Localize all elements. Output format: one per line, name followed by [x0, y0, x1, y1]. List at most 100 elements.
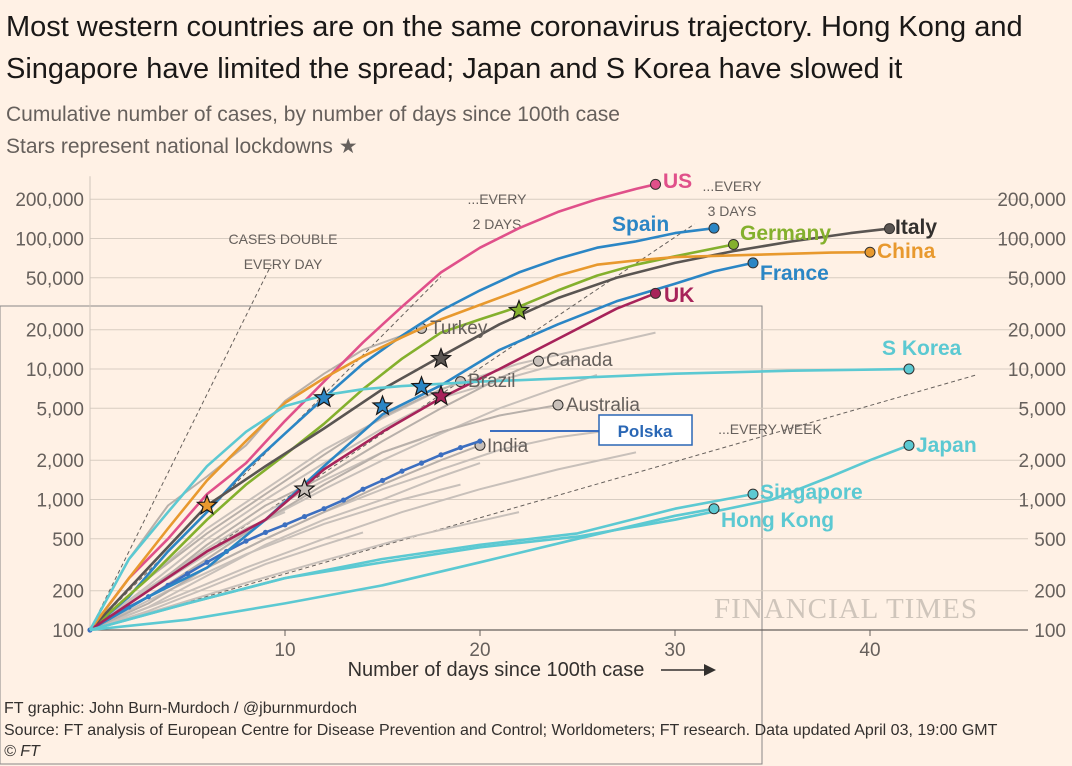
polska-point: [301, 513, 308, 520]
x-tick-label: 10: [274, 640, 295, 661]
series-line-spain: [89, 226, 715, 631]
lockdown-star: [312, 386, 336, 408]
series-end-point: [708, 222, 720, 234]
polska-point: [340, 497, 347, 503]
series-line-germany: [89, 243, 734, 631]
x-axis-label: Number of days since 100th case: [348, 659, 645, 681]
polska-point: [282, 522, 288, 528]
y-tick-label-left: 10,000: [26, 360, 84, 381]
y-tick-label-right: 200: [1034, 582, 1066, 603]
series-label-turkey: Turkey: [430, 318, 488, 339]
polska-point: [418, 460, 425, 466]
y-tick-label-left: 100,000: [15, 230, 84, 251]
star-icon: ★: [338, 135, 358, 158]
series-label-us: US: [663, 170, 692, 193]
y-tick-label-right: 100: [1034, 621, 1066, 642]
lockdown-star: [293, 477, 316, 499]
series-label-singapore: Singapore: [760, 481, 863, 504]
series-line-s-korea: [88, 367, 910, 631]
footer-source: Source: FT analysis of European Centre f…: [4, 722, 998, 739]
lockdown-star: [429, 347, 453, 369]
x-tick-label: 40: [859, 640, 880, 661]
series-label-italy: Italy: [895, 216, 937, 239]
series-label-australia: Australia: [566, 395, 640, 416]
series-end-point: [533, 355, 544, 367]
y-tick-label-left: 5,000: [36, 399, 84, 420]
background-country-line: [89, 425, 637, 631]
series-line-italy: [89, 227, 890, 631]
y-tick-label-left: 1,000: [36, 491, 84, 512]
series-label-japan: Japan: [916, 434, 977, 457]
polska-point: [321, 506, 327, 512]
chart-title: Most western countries are on the same c…: [6, 11, 1023, 85]
polska-label-box: [598, 414, 693, 446]
polska-label: Polska: [618, 422, 673, 441]
series-line-us: [88, 183, 656, 631]
lockdown-star: [507, 298, 531, 321]
lockdown-stars: [195, 298, 531, 515]
series-end-point: [552, 399, 564, 411]
background-country-line: [89, 511, 520, 631]
series-line-india: [89, 444, 481, 631]
series-lines: [87, 178, 915, 633]
axis-ticks: 100 100 200 200 500 500 1,000 1,000 2,000 2,000 5,…: [15, 190, 1066, 661]
y-tick-label-right: 100,000: [997, 230, 1066, 251]
doubling-guide-label: 2 DAYS: [473, 216, 522, 232]
y-tick-label-right: 20,000: [1008, 321, 1066, 342]
polska-point: [399, 468, 405, 474]
y-tick-label-right: 1,000: [1018, 491, 1066, 512]
y-tick-label-left: 200,000: [15, 190, 84, 211]
polska-point: [457, 444, 464, 451]
series-label-brazil: Brazil: [468, 371, 516, 392]
doubling-guide-line: [89, 264, 272, 631]
y-tick-label-right: 200,000: [997, 190, 1066, 211]
lockdown-star: [195, 493, 219, 515]
y-tick-label-right: 50,000: [1008, 269, 1066, 290]
x-tick-label: 30: [664, 640, 685, 661]
y-tick-label-left: 20,000: [26, 321, 84, 342]
series-end-point: [708, 503, 720, 515]
lockdown-star: [371, 394, 394, 416]
series-label-canada: Canada: [546, 350, 613, 371]
doubling-guide-label: ...EVERY: [703, 178, 763, 194]
series-line-canada: [89, 360, 539, 631]
doubling-guides: CASES DOUBLE EVERY DAY ...EVERY 2 DAYS ...EV…: [89, 178, 978, 631]
footer-copyright: © FT: [4, 743, 40, 760]
series-label-s-korea: S Korea: [882, 337, 962, 360]
doubling-guide-line: [89, 276, 442, 631]
series-end-point: [903, 439, 915, 451]
chart-subtitle-lockdowns: Stars represent national lockdowns ★: [6, 134, 358, 159]
series-end-point: [728, 238, 739, 250]
background-country-line: [89, 531, 364, 631]
series-line-uk: [89, 292, 656, 632]
series-label-germany: Germany: [740, 222, 831, 245]
y-tick-label-right: 5,000: [1018, 399, 1066, 420]
series-end-point: [650, 287, 661, 299]
polska-point: [360, 486, 366, 492]
background-country-line: [89, 462, 481, 631]
inset-frame: [0, 305, 763, 765]
y-tick-label-right: 500: [1034, 530, 1066, 551]
series-line-singapore: [89, 492, 754, 632]
series-end-point: [650, 178, 661, 190]
lockdown-star: [410, 375, 433, 397]
background-country-line: [89, 483, 461, 631]
series-line-hong-kong: [89, 507, 715, 632]
y-tick-label-left: 50,000: [26, 269, 84, 290]
watermark: FINANCIAL TIMES: [714, 593, 978, 625]
y-tick-label-left: 500: [52, 530, 84, 551]
series-line-china: [88, 250, 871, 631]
doubling-guide-label: ...EVERY WEEK: [718, 421, 822, 437]
y-tick-label-right: 2,000: [1018, 451, 1066, 472]
chart-subtitle: Cumulative number of cases, by number of…: [6, 103, 620, 126]
series-end-point: [747, 488, 759, 500]
y-tick-label-left: 200: [52, 582, 84, 603]
series-label-uk: UK: [664, 284, 694, 307]
doubling-guide-label: EVERY DAY: [244, 256, 323, 272]
background-country-line: [89, 451, 637, 631]
doubling-guide-label: 3 DAYS: [708, 203, 757, 219]
polska-point: [204, 559, 210, 565]
doubling-guide-label: ...EVERY: [468, 191, 528, 207]
